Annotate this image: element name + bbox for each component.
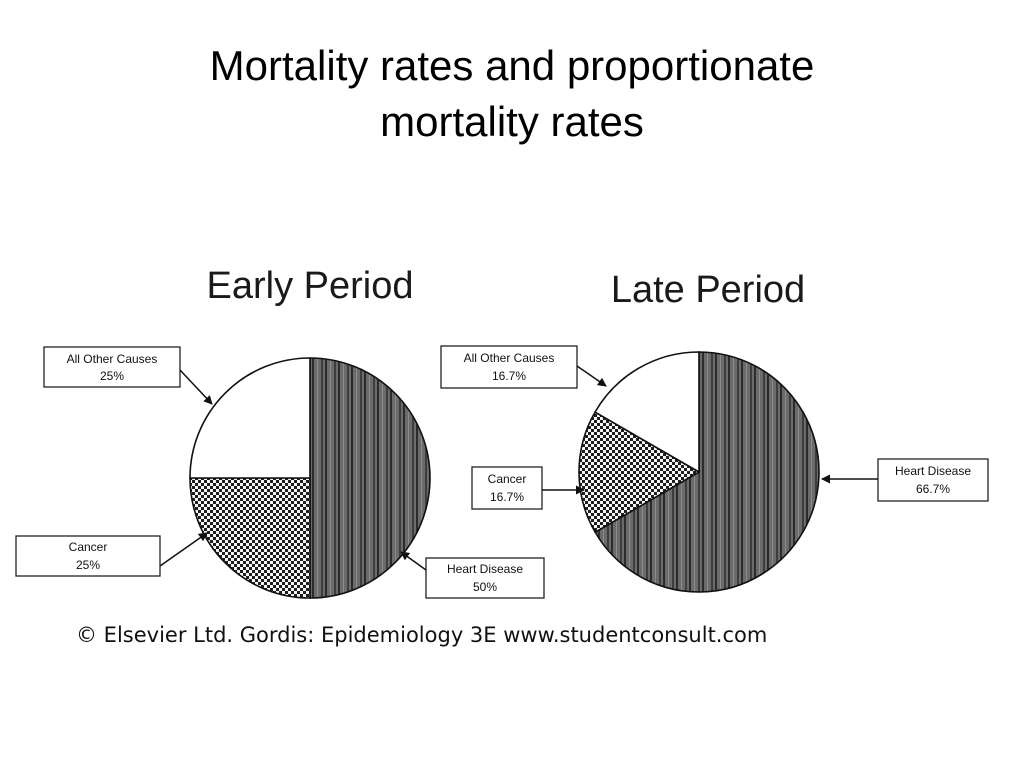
slide-title-line-1: Mortality rates and proportionate: [209, 42, 815, 89]
early-heart-arrow: [400, 551, 427, 571]
late-cancer-label: Cancer 16.7%: [471, 466, 543, 510]
late-cancer-value: 16.7%: [490, 490, 524, 504]
late-all-other-arrow: [576, 365, 607, 387]
slide-title-line-2: mortality rates: [380, 98, 644, 145]
early-cancer-name: Cancer: [69, 540, 108, 554]
early-heart-value: 50%: [473, 580, 497, 594]
early-period-chart: Early Period All Other Causes 25% Cancer…: [15, 265, 545, 599]
late-heart-label: Heart Disease 66.7%: [877, 458, 989, 502]
early-cancer-label: Cancer 25%: [15, 535, 161, 577]
early-slice-all-other-causes: [189, 357, 311, 479]
late-slice-heart-disease: [594, 351, 820, 593]
early-period-pie: [189, 357, 431, 599]
early-period-title: Early Period: [207, 265, 414, 307]
figure-credit: © Elsevier Ltd. Gordis: Epidemiology 3E …: [76, 623, 767, 647]
early-cancer-arrow: [159, 532, 208, 567]
late-slice-cancer: [578, 411, 701, 534]
early-cancer-value: 25%: [76, 558, 100, 572]
early-heart-name: Heart Disease: [447, 562, 523, 576]
late-period-title: Late Period: [611, 269, 805, 311]
late-cancer-name: Cancer: [488, 472, 527, 486]
early-all-other-arrow: [179, 369, 213, 405]
late-heart-value: 66.7%: [916, 482, 950, 496]
pie-charts-figure: Early Period All Other Causes 25% Cancer…: [15, 265, 989, 647]
late-slice-all-other-causes: [593, 351, 700, 474]
late-period-pie: [578, 351, 820, 593]
late-heart-name: Heart Disease: [895, 464, 971, 478]
late-all-other-name: All Other Causes: [464, 351, 555, 365]
early-all-other-name: All Other Causes: [67, 352, 158, 366]
early-slice-heart-disease: [309, 357, 431, 599]
slide-title: Mortality rates and proportionate mortal…: [0, 38, 1024, 150]
early-all-other-value: 25%: [100, 369, 124, 383]
late-all-other-label: All Other Causes 16.7%: [440, 345, 578, 389]
early-all-other-label: All Other Causes 25%: [43, 346, 181, 388]
late-period-chart: Late Period All Other Causes 16.7% Cance…: [440, 269, 989, 593]
early-slice-cancer: [189, 477, 311, 599]
early-heart-label: Heart Disease 50%: [425, 557, 545, 599]
late-all-other-value: 16.7%: [492, 369, 526, 383]
